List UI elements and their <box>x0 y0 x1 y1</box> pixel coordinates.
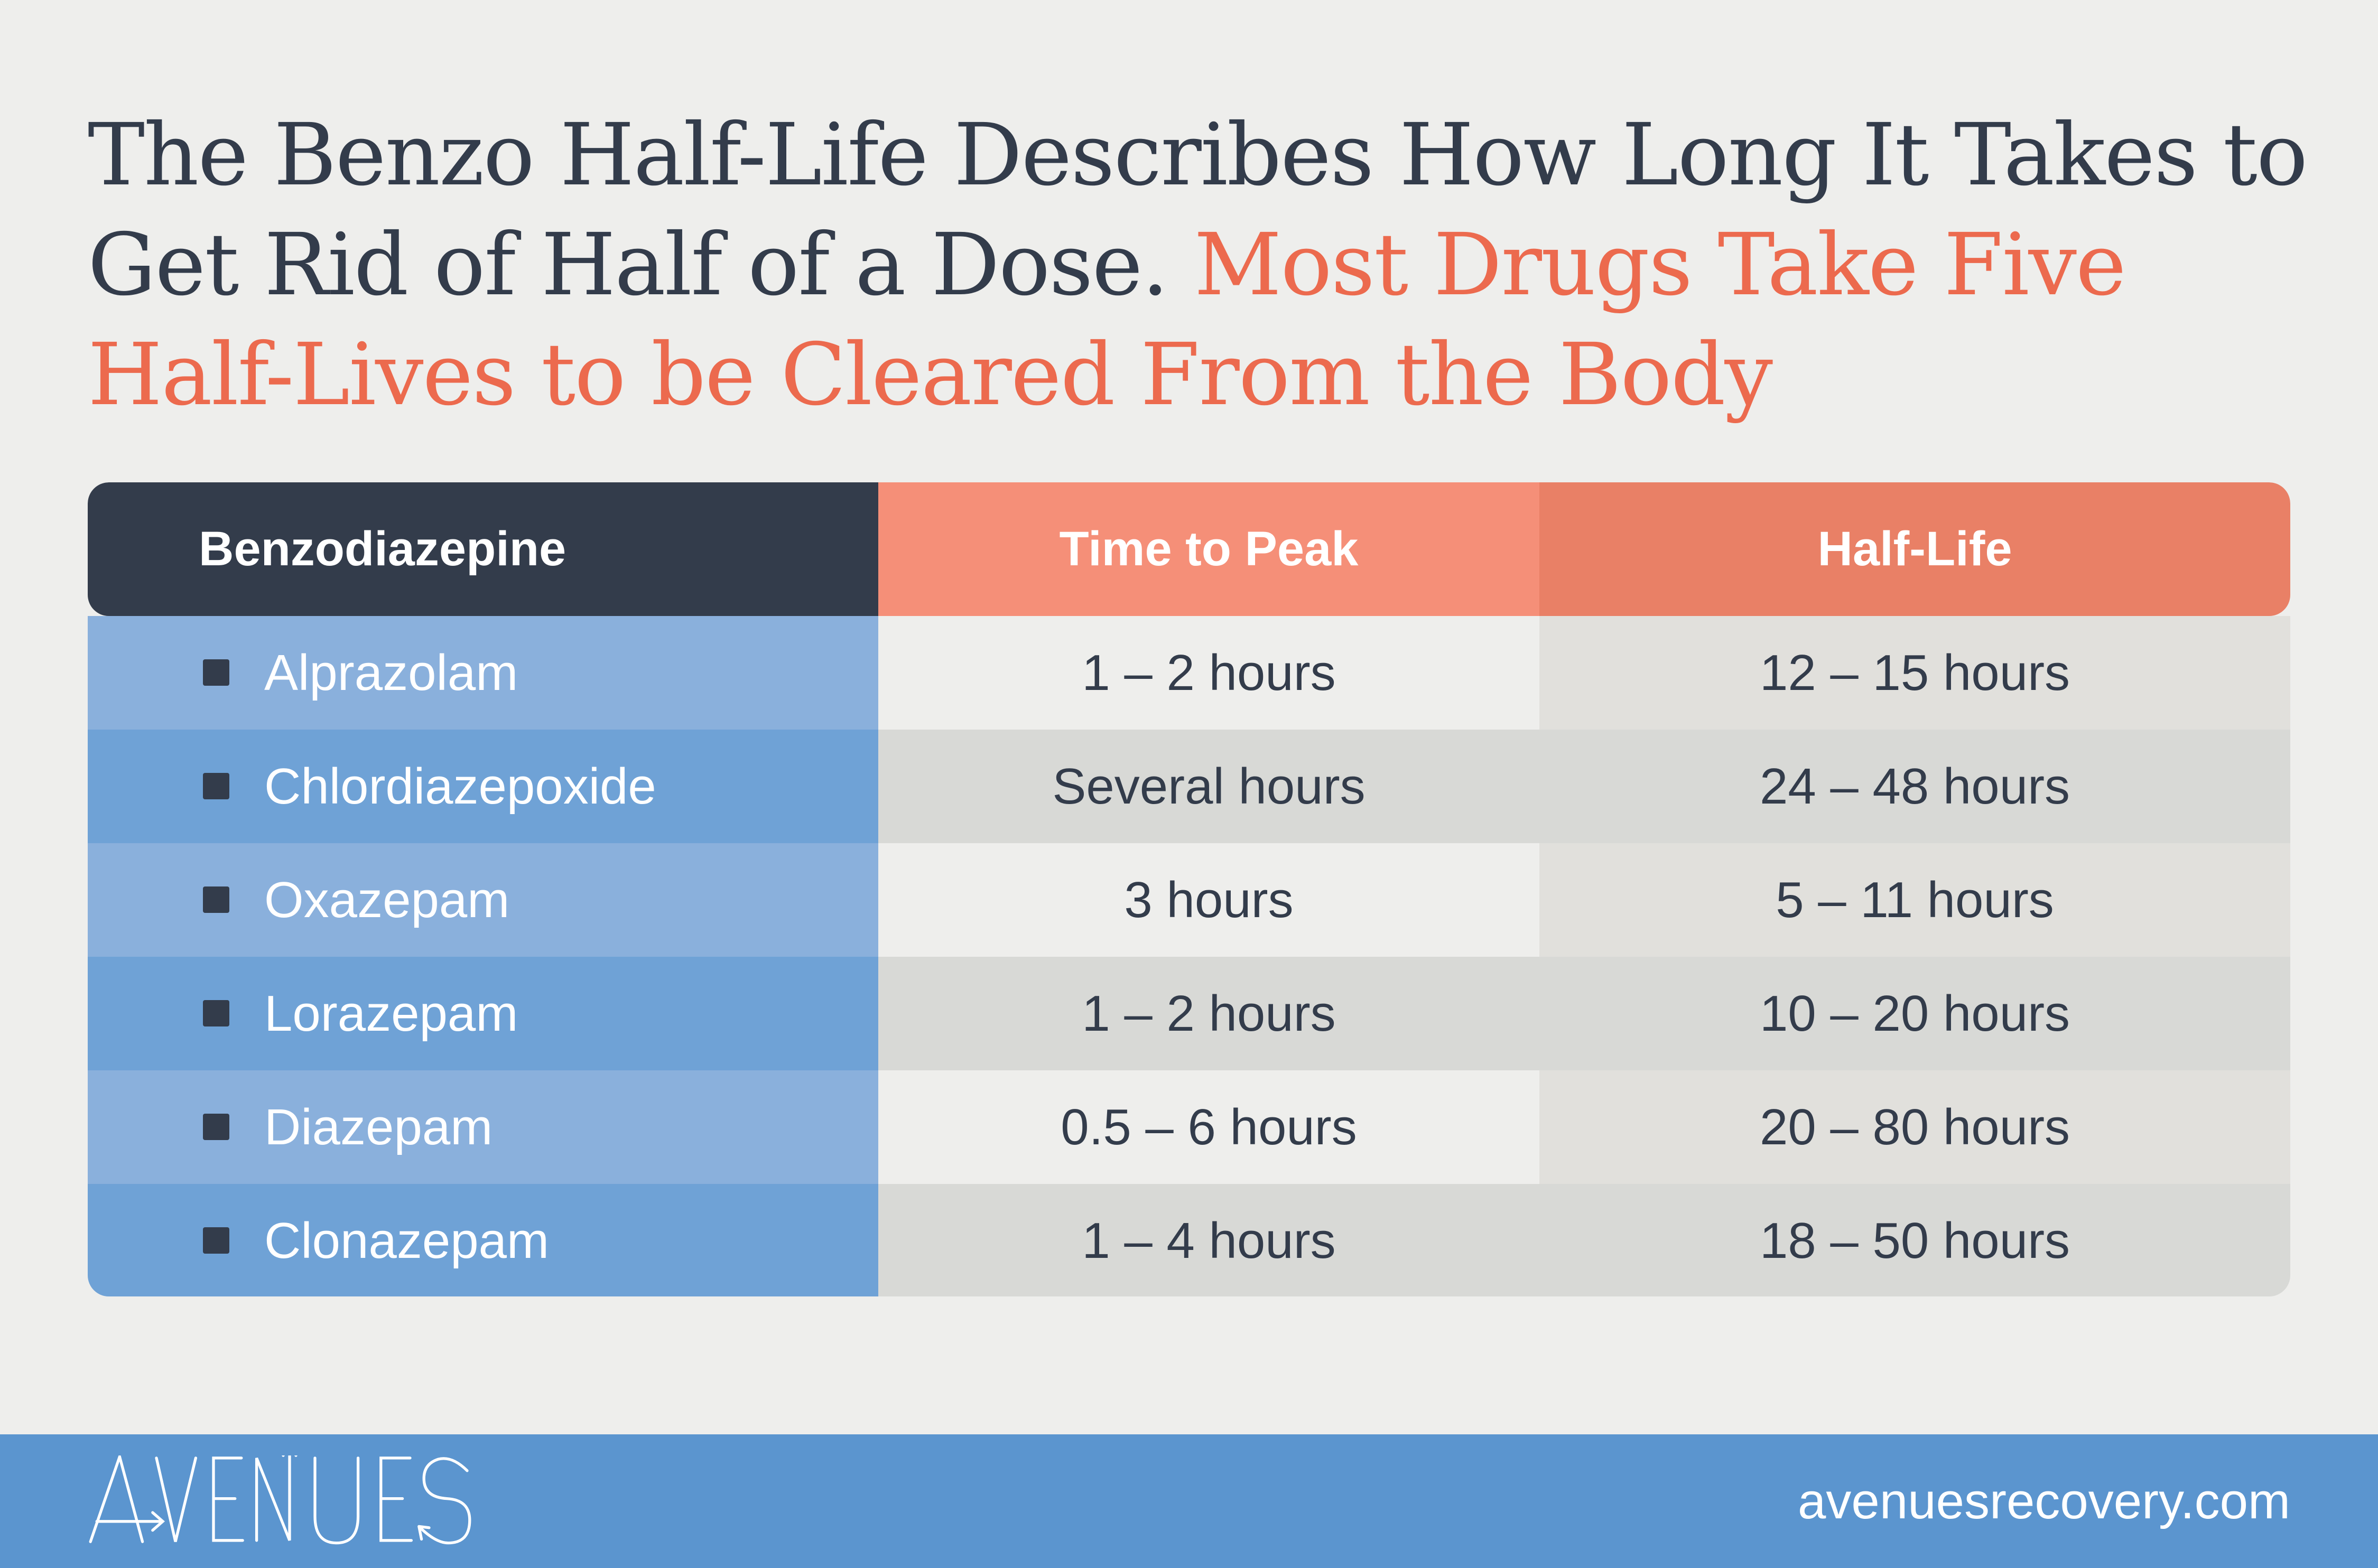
square-bullet-icon <box>203 1114 229 1140</box>
cell-time-to-peak: 1 – 2 hours <box>878 957 1539 1070</box>
cell-benzodiazepine: Chlordiazepoxide <box>88 730 878 843</box>
table-row: Diazepam 0.5 – 6 hours 20 – 80 hours <box>88 1070 2290 1184</box>
cell-half-life: 10 – 20 hours <box>1539 957 2290 1070</box>
drug-name: Oxazepam <box>264 871 510 928</box>
header-half-life: Half-Life <box>1539 482 2290 616</box>
cell-half-life: 20 – 80 hours <box>1539 1070 2290 1184</box>
table-row: Lorazepam 1 – 2 hours 10 – 20 hours <box>88 957 2290 1070</box>
square-bullet-icon <box>203 1227 229 1254</box>
cell-time-to-peak: 3 hours <box>878 843 1539 957</box>
title-main: The Benzo Half-Life Describes How Long I… <box>88 106 2308 315</box>
drug-name: Lorazepam <box>264 985 518 1042</box>
drug-name: Diazepam <box>264 1098 493 1155</box>
cell-benzodiazepine: Lorazepam <box>88 957 878 1070</box>
table-row: Alprazolam 1 – 2 hours 12 – 15 hours <box>88 616 2290 730</box>
drug-name: Alprazolam <box>264 644 518 701</box>
table-row: Chlordiazepoxide Several hours 24 – 48 hou… <box>88 730 2290 843</box>
square-bullet-icon <box>203 659 229 686</box>
avenues-logo <box>85 1433 507 1553</box>
cell-half-life: 5 – 11 hours <box>1539 843 2290 957</box>
cell-time-to-peak: 1 – 4 hours <box>878 1184 1539 1296</box>
cell-half-life: 12 – 15 hours <box>1539 616 2290 730</box>
cell-benzodiazepine: Oxazepam <box>88 843 878 957</box>
square-bullet-icon <box>203 886 229 913</box>
table-row: Oxazepam 3 hours 5 – 11 hours <box>88 843 2290 957</box>
page-title: The Benzo Half-Life Describes How Long I… <box>88 100 2308 430</box>
table-row: Clonazepam 1 – 4 hours 18 – 50 hours <box>88 1184 2290 1296</box>
square-bullet-icon <box>203 773 229 799</box>
footer: avenuesrecovery.com <box>0 1433 2378 1568</box>
cell-time-to-peak: Several hours <box>878 730 1539 843</box>
drug-name: Chlordiazepoxide <box>264 758 656 815</box>
header-benzodiazepine: Benzodiazepine <box>88 482 878 616</box>
cell-time-to-peak: 0.5 – 6 hours <box>878 1070 1539 1184</box>
cell-benzodiazepine: Clonazepam <box>88 1184 878 1296</box>
cell-benzodiazepine: Alprazolam <box>88 616 878 730</box>
website-url[interactable]: avenuesrecovery.com <box>1798 1472 2290 1529</box>
square-bullet-icon <box>203 1000 229 1026</box>
cell-half-life: 24 – 48 hours <box>1539 730 2290 843</box>
drug-name: Clonazepam <box>264 1212 549 1269</box>
cell-benzodiazepine: Diazepam <box>88 1070 878 1184</box>
benzo-table: Benzodiazepine Time to Peak Half-Life Al… <box>88 482 2290 1296</box>
cell-time-to-peak: 1 – 2 hours <box>878 616 1539 730</box>
cell-half-life: 18 – 50 hours <box>1539 1184 2290 1296</box>
header-time-to-peak: Time to Peak <box>878 482 1539 616</box>
title-accent: Most Drugs Take Five Half-Lives to be Cl… <box>88 216 2126 425</box>
